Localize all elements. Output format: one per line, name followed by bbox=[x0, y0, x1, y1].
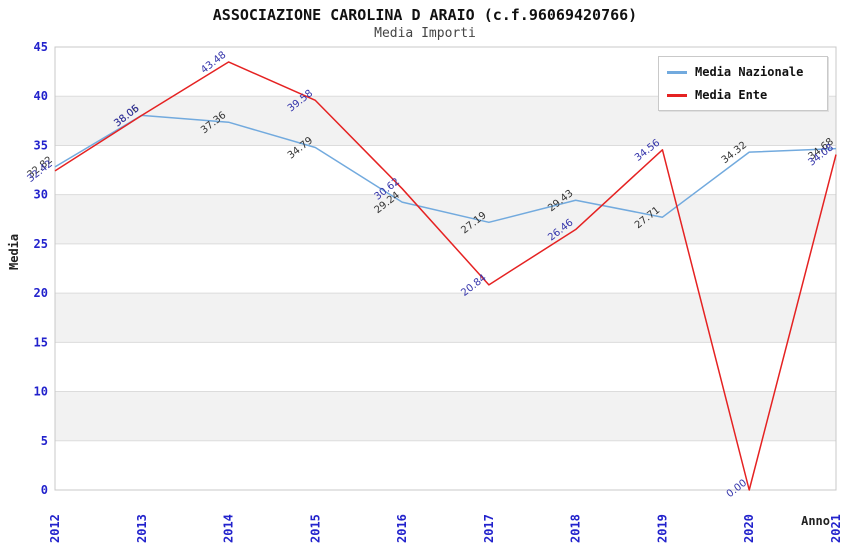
y-tick-label: 30 bbox=[34, 188, 48, 202]
x-axis-ticks: 2012 2013 2014 2015 2016 2017 2018 2019 2020 2021 bbox=[48, 514, 843, 543]
x-tick-label: 2016 bbox=[395, 514, 409, 543]
x-tick-label: 2015 bbox=[308, 514, 322, 543]
legend-item-media-nazionale: Media Nazionale bbox=[667, 65, 821, 79]
legend-line-swatch bbox=[667, 93, 687, 97]
y-tick-label: 0 bbox=[41, 483, 48, 497]
plot-bands bbox=[55, 47, 836, 490]
y-tick-label: 35 bbox=[34, 138, 48, 152]
x-axis-title: Anno bbox=[801, 514, 830, 528]
x-tick-label: 2019 bbox=[655, 514, 669, 543]
x-tick-label: 2021 bbox=[829, 514, 843, 543]
series-line-media-ente bbox=[54, 61, 837, 491]
x-tick-label: 2018 bbox=[569, 514, 583, 543]
legend-label: Media Ente bbox=[695, 88, 768, 102]
chart-subtitle: Media Importi bbox=[374, 26, 476, 41]
series-line-media-nazionale bbox=[54, 114, 837, 224]
y-tick-label: 10 bbox=[34, 385, 48, 399]
legend: Media Nazionale Media Ente bbox=[658, 56, 828, 111]
y-tick-label: 40 bbox=[34, 89, 48, 103]
y-tick-label: 45 bbox=[34, 40, 48, 54]
plot-frame bbox=[54, 46, 837, 491]
y-tick-label: 15 bbox=[34, 335, 48, 349]
legend-item-media-ente: Media Ente bbox=[667, 88, 821, 102]
y-tick-label: 25 bbox=[34, 237, 48, 251]
y-tick-label: 5 bbox=[41, 434, 48, 448]
x-tick-label: 2014 bbox=[222, 514, 236, 543]
y-tick-label: 20 bbox=[34, 286, 48, 300]
x-tick-label: 2020 bbox=[742, 514, 756, 543]
x-tick-label: 2012 bbox=[48, 514, 62, 543]
x-tick-label: 2017 bbox=[482, 514, 496, 543]
y-axis-ticks: 0 5 10 15 20 25 30 35 40 45 bbox=[34, 40, 48, 497]
y-axis-title: Media bbox=[7, 233, 21, 270]
chart-title: ASSOCIAZIONE CAROLINA D ARAIO (c.f.96069… bbox=[212, 6, 638, 24]
legend-label: Media Nazionale bbox=[695, 65, 804, 79]
x-tick-label: 2013 bbox=[135, 514, 149, 543]
legend-line-swatch bbox=[667, 70, 687, 74]
